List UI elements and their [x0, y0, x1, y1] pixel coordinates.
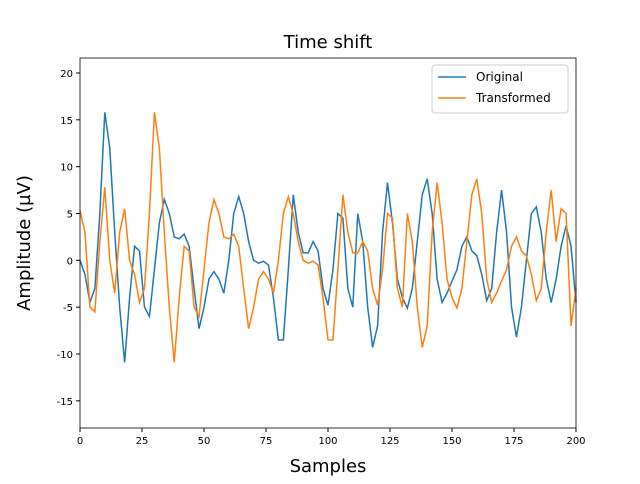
- x-tick-label: 25: [136, 436, 149, 447]
- x-tick-label: 125: [380, 436, 399, 447]
- legend: Original Transformed: [431, 64, 569, 114]
- series-line: [79, 112, 577, 363]
- y-tick-label: -15: [57, 397, 73, 408]
- x-tick-label: 75: [260, 436, 273, 447]
- y-tick-label: 20: [60, 69, 73, 80]
- x-tick-label: 200: [566, 436, 585, 447]
- y-tick-label: 15: [60, 116, 73, 127]
- x-tick-label: 100: [318, 436, 337, 447]
- series-line: [79, 112, 577, 363]
- y-tick-label: 0: [67, 256, 73, 267]
- x-tick-label: 150: [442, 436, 461, 447]
- x-tick-label: 175: [504, 436, 523, 447]
- plot-frame: [79, 57, 577, 429]
- x-tick-label: 50: [198, 436, 211, 447]
- y-axis-label: Amplitude (µV): [14, 175, 35, 311]
- legend-label: Original: [476, 70, 523, 84]
- x-axis-label: Samples: [290, 456, 367, 477]
- chart-title: Time shift: [283, 32, 373, 53]
- y-tick-label: -10: [57, 350, 73, 361]
- y-tick-label: 5: [67, 209, 73, 220]
- y-tick-label: -5: [63, 303, 73, 314]
- y-tick-label: 10: [60, 163, 73, 174]
- x-tick-label: 0: [77, 436, 83, 447]
- legend-label: Transformed: [475, 91, 551, 105]
